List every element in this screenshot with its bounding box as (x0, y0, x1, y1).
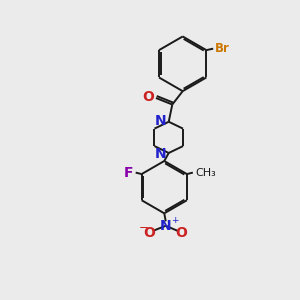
Text: O: O (143, 226, 155, 240)
Text: Br: Br (215, 42, 230, 55)
Text: N: N (160, 219, 172, 233)
Text: N: N (155, 114, 166, 128)
Text: O: O (175, 226, 187, 240)
Text: F: F (124, 166, 133, 180)
Text: +: + (171, 216, 178, 225)
Text: O: O (142, 90, 154, 104)
Text: −: − (139, 221, 149, 234)
Text: CH₃: CH₃ (195, 168, 216, 178)
Text: N: N (155, 147, 166, 161)
